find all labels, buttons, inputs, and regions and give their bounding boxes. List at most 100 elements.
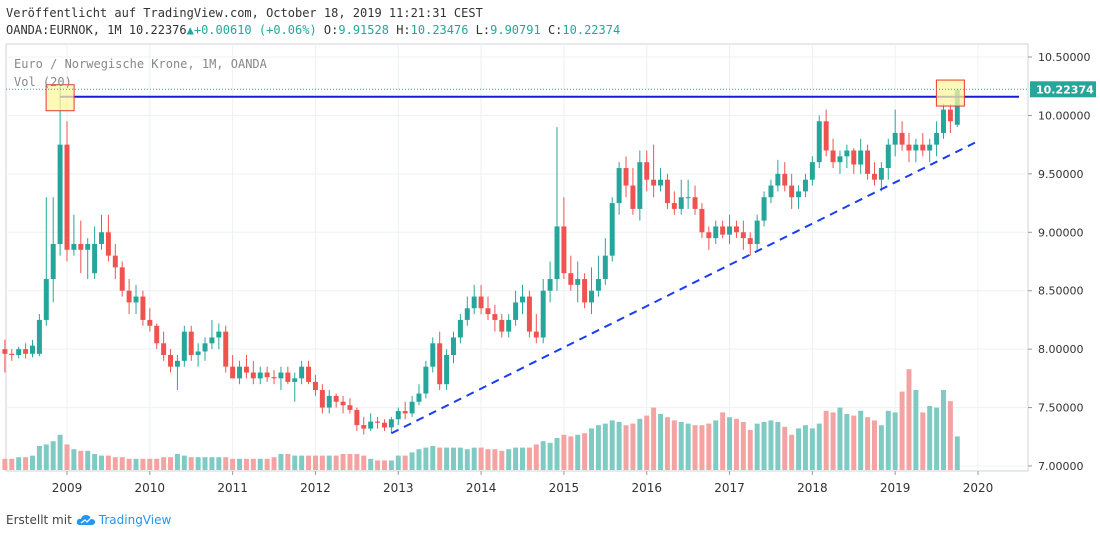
candle [568,255,574,291]
volume-bar [899,391,905,470]
volume-bar [326,455,332,470]
candle-body [699,208,705,233]
volume-bar [699,425,705,470]
candle [133,284,139,315]
volume-bar [464,449,470,470]
tradingview-logo[interactable]: TradingView [76,513,172,527]
candle-body [595,279,601,291]
candle-body [499,319,505,332]
volume-bar [892,412,898,470]
volume-bar [865,417,871,470]
candle-body [692,197,698,209]
candle [623,156,629,198]
volume-bar [368,458,374,470]
volume-bar [457,447,463,470]
candle [168,349,174,373]
candle-body [589,290,594,303]
x-axis: 2009 2010 2011 2012 2013 2014 2015 2016 2017 2018… [52,471,994,495]
candle [278,366,284,391]
x-tick-label: 2020 [963,481,994,495]
candle-body [602,255,608,280]
volume-bar [920,412,926,470]
candle [30,339,35,358]
candle [188,325,194,361]
candle-body [464,308,470,320]
volume-bar [492,449,498,470]
volume-bar [934,407,940,470]
candle-body [209,337,215,344]
volume-bar [257,458,263,470]
candle-body [23,349,29,354]
candle-body [554,226,560,280]
candle-body [278,372,284,379]
candle [16,346,22,359]
candle [789,173,795,209]
candle-body [871,173,877,180]
candle-body [202,343,208,352]
candle-body [250,372,256,379]
candle-body [526,296,532,332]
candle [299,360,305,385]
candle-body [161,343,167,355]
candle-body [2,349,8,354]
footer: Erstellt mit TradingView [6,513,171,527]
volume-bar [830,412,836,470]
volume-bar [381,460,387,470]
volume-bar [119,457,125,470]
volume-bar [671,420,677,470]
x-tick-label: 2012 [300,481,331,495]
candle [575,261,581,303]
candle-body [119,267,125,291]
volume-bar [658,414,664,470]
candle [78,220,84,274]
volume-bar [802,425,808,470]
candle [844,144,850,169]
candle-body [340,401,346,406]
candle [250,360,256,385]
candle [782,162,788,192]
candle [616,162,622,215]
candle-body [216,331,222,338]
tradingview-brand: TradingView [98,513,172,527]
candle [713,220,719,244]
candle [388,416,394,434]
candle [57,86,63,256]
volume-bars [2,369,960,470]
y-tick-label: 8.00000 [1038,343,1084,356]
volume-bar [195,457,201,470]
candle [161,331,167,361]
candle-body [713,226,719,239]
volume-bar [706,423,712,470]
candle-body [623,168,629,186]
candle-body [388,419,394,428]
volume-bar [747,430,753,470]
candle [43,197,49,326]
candle-body [9,353,15,355]
candle [865,144,871,180]
candle-body [112,255,118,268]
candle [381,419,387,431]
candle-body [57,144,63,244]
candle-body [168,354,174,367]
candle [871,162,877,186]
candle [906,132,912,163]
highlight-box [935,79,965,107]
candle [478,284,484,315]
candle [630,168,636,215]
candle-body [292,378,298,382]
volume-bar [644,415,650,470]
candle [609,197,615,262]
open-value: 9.91528 [338,23,389,37]
candle-body [154,325,160,344]
volume-bar [485,449,491,470]
volume-bar [878,425,884,470]
candle-body [906,144,912,151]
candle-body [271,377,277,379]
volume-bar [720,412,726,470]
candle-body [851,150,857,165]
candle-body [78,243,84,250]
candle [223,325,229,373]
volume-bar [223,457,229,470]
candle [464,296,470,326]
